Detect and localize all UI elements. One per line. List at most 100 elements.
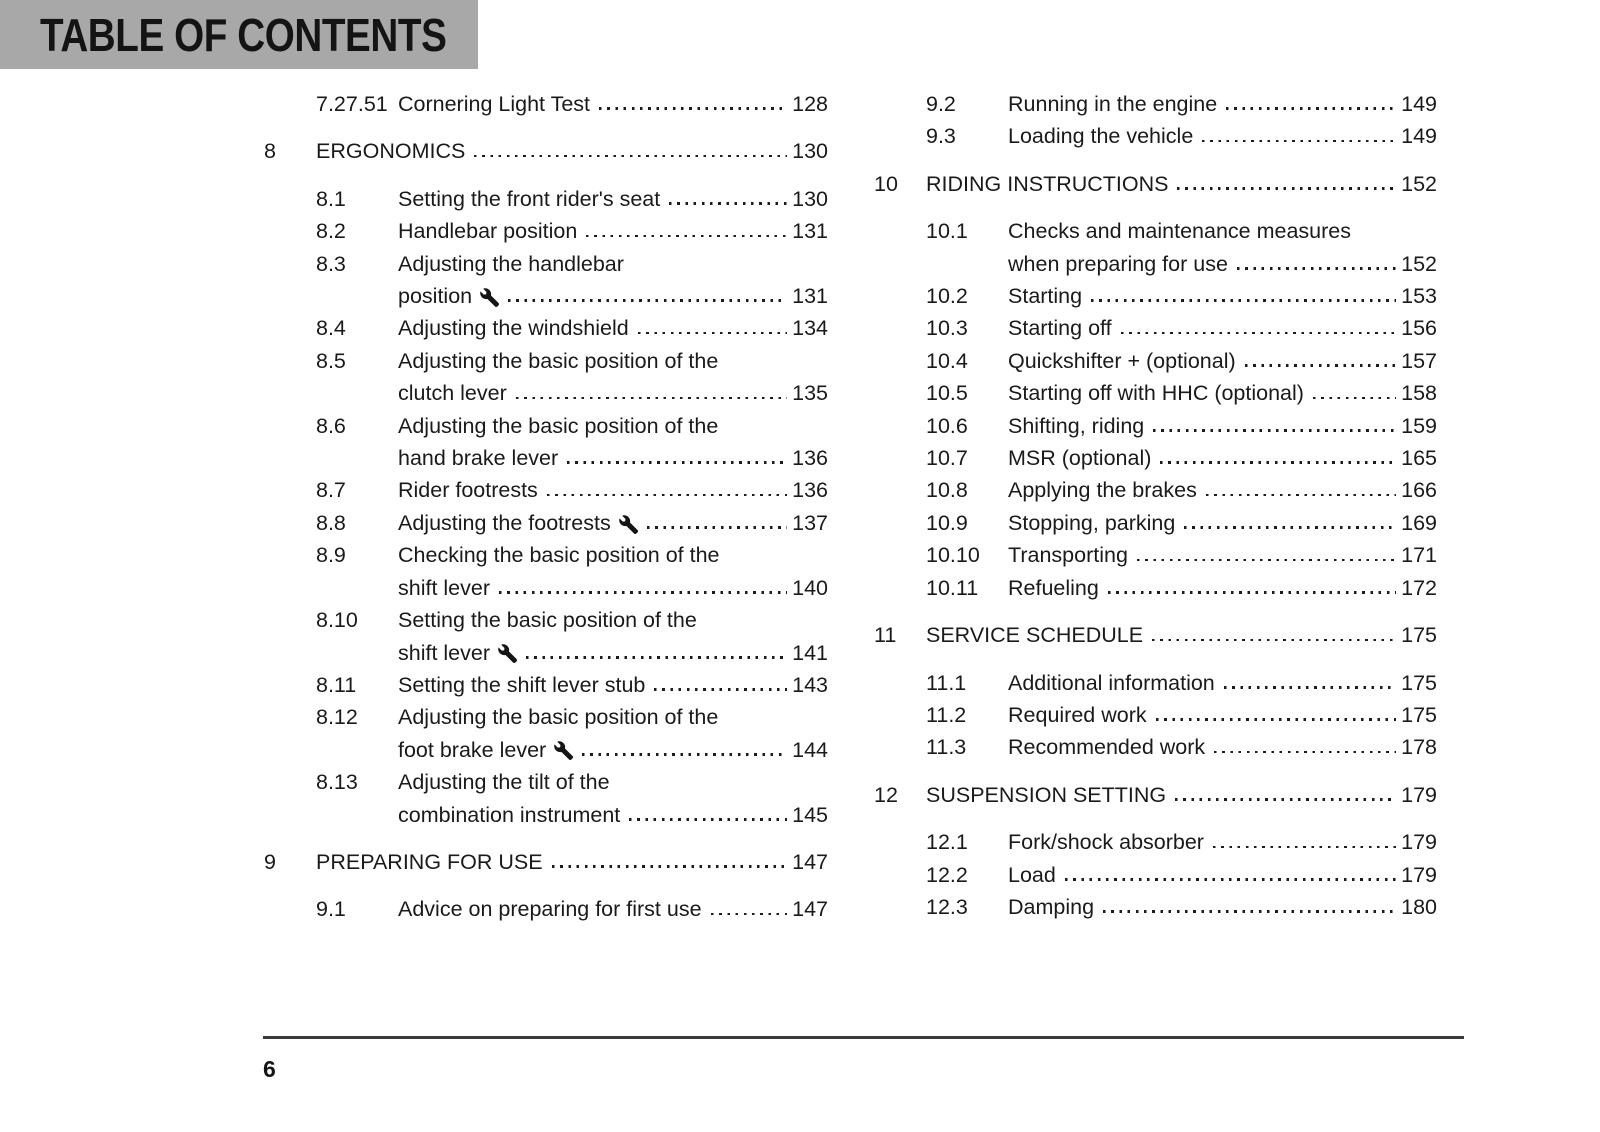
toc-entry-title: Shifting, riding	[1008, 413, 1145, 438]
toc-entry-number: 12.1	[926, 830, 968, 855]
toc-entry-line: SERVICE SCHEDULE 175	[926, 619, 1437, 651]
toc-entry-title: combination instrument	[398, 802, 621, 827]
toc-column-left: 7.27.51 Cornering Light Test 128 8 ERGONOMIC…	[264, 88, 828, 926]
toc-entry-title: Load	[1008, 862, 1056, 887]
toc-entry: 12 SUSPENSION SETTING 179	[874, 779, 1437, 811]
toc-entry-body: Quickshifter + (optional) 157	[1008, 345, 1437, 377]
toc-entry: 9 PREPARING FOR USE 147	[264, 846, 828, 878]
page-ref: 178	[1401, 735, 1437, 760]
page-ref: 149	[1401, 92, 1437, 116]
toc-entry: 8.2 Handlebar position 131	[264, 215, 828, 247]
toc-entry: 8.3 Adjusting the handlebar position 131	[264, 248, 828, 313]
toc-entry: 7.27.51 Cornering Light Test 128	[264, 88, 828, 120]
toc-entry-number: 11	[874, 623, 897, 648]
toc-entry-line: Handlebar position 131	[398, 215, 828, 247]
toc-entry-number: 10.8	[926, 478, 968, 503]
dot-leader	[1158, 444, 1398, 466]
page-ref: 136	[792, 446, 828, 471]
toc-entry-body: Damping 180	[1008, 891, 1437, 923]
dot-leader	[1235, 249, 1398, 271]
wrench-icon	[618, 514, 638, 534]
toc-entry-line: Starting off 156	[1008, 312, 1437, 344]
page-number: 6	[263, 1056, 276, 1082]
page-ref: 152	[1401, 171, 1437, 196]
toc-entry-line: ERGONOMICS 130	[316, 135, 828, 167]
toc-entry-body: PREPARING FOR USE 147	[316, 846, 828, 878]
toc-entry-title: clutch lever	[398, 381, 507, 406]
toc-entry: 8.8 Adjusting the footrests 137	[264, 507, 828, 539]
toc-entry: 8.1 Setting the front rider's seat 130	[264, 183, 828, 215]
toc-entry-line: Applying the brakes 166	[1008, 474, 1437, 506]
dot-leader	[1063, 860, 1398, 882]
toc-entry: 12.1 Fork/shock absorber 179	[874, 826, 1437, 858]
toc-entry-title: position	[398, 284, 473, 309]
toc-entry: 8.4 Adjusting the windshield 134	[264, 312, 828, 344]
page-ref: 156	[1401, 316, 1437, 341]
toc-entry-line: PREPARING FOR USE 147	[316, 846, 828, 878]
toc-entry-body: Applying the brakes 166	[1008, 474, 1437, 506]
toc-entry-number: 8.3	[316, 251, 346, 276]
toc-entry-number: 10.6	[926, 413, 968, 438]
page-ref: 171	[1401, 543, 1437, 568]
toc-entry-body: Recommended work 178	[1008, 731, 1437, 763]
toc-entry: 8.12 Adjusting the basic position of the f…	[264, 701, 828, 766]
toc-entry-number: 7.27.51	[316, 92, 388, 116]
toc-entry-title: Adjusting the basic position of the	[398, 348, 719, 373]
toc-entry-title: SERVICE SCHEDULE	[926, 623, 1144, 648]
toc-entry-line: Adjusting the basic position of the	[398, 345, 828, 377]
page-ref: 145	[792, 802, 828, 827]
toc-entry-line: Additional information 175	[1008, 667, 1437, 699]
toc-entry-body: Adjusting the tilt of the combination ins…	[398, 766, 828, 831]
toc-entry-line: when preparing for use 152	[1008, 248, 1437, 280]
toc-entry-line: Adjusting the basic position of the	[398, 701, 828, 733]
dot-leader	[1224, 90, 1398, 112]
toc-entry-body: Rider footrests 136	[398, 474, 828, 506]
toc-entry-body: Loading the vehicle 149	[1008, 120, 1437, 152]
toc-entry-line: Setting the front rider's seat 130	[398, 183, 828, 215]
toc-entry-line: shift lever 140	[398, 572, 828, 604]
toc-entry-body: Adjusting the windshield 134	[398, 312, 828, 344]
page-ref: 175	[1401, 702, 1437, 727]
toc-entry-number: 8.5	[316, 348, 346, 373]
toc-entry-number: 11.3	[926, 735, 967, 760]
page-ref: 131	[792, 284, 828, 309]
dot-leader	[1173, 780, 1398, 802]
toc-entry-line: shift lever 141	[398, 637, 828, 669]
toc-entry-number: 10.5	[926, 381, 968, 406]
toc-entry-line: Setting the basic position of the	[398, 604, 828, 636]
toc-entry-number: 9	[264, 849, 276, 874]
dot-leader	[514, 379, 789, 401]
toc-entry-line: Required work 175	[1008, 699, 1437, 731]
page-ref: 149	[1401, 124, 1437, 149]
dot-leader	[645, 508, 789, 530]
dot-leader	[1150, 621, 1398, 643]
toc-entry: 8.6 Adjusting the basic position of the ha…	[264, 410, 828, 475]
page-ref: 157	[1401, 348, 1437, 373]
toc-entry: 8.5 Adjusting the basic position of the cl…	[264, 345, 828, 410]
toc-entry-title: MSR (optional)	[1008, 446, 1152, 471]
toc-entry: 10.5 Starting off with HHC (optional) 158	[874, 377, 1437, 409]
toc-entry-title: Fork/shock absorber	[1008, 830, 1204, 855]
page-ref: 179	[1401, 862, 1437, 887]
page-ref: 169	[1401, 510, 1437, 535]
dot-leader	[1212, 733, 1398, 755]
dot-leader	[1119, 314, 1399, 336]
toc-entry: 9.3 Loading the vehicle 149	[874, 120, 1437, 152]
page-ref: 144	[792, 737, 828, 762]
toc-entry-line: Checking the basic position of the	[398, 539, 828, 571]
toc-entry-line: Starting 153	[1008, 280, 1437, 312]
dot-leader	[1222, 668, 1398, 690]
dot-leader	[1135, 541, 1398, 563]
toc-entry-number: 10.1	[926, 219, 968, 244]
toc-entry-body: Stopping, parking 169	[1008, 507, 1437, 539]
toc-entry-body: Required work 175	[1008, 699, 1437, 731]
dot-leader	[580, 735, 789, 757]
page-ref: 141	[792, 640, 828, 665]
toc-entry-number: 9.2	[926, 92, 956, 116]
toc-entry-line: Refueling 172	[1008, 572, 1437, 604]
toc-entry-number: 8.6	[316, 413, 346, 438]
toc-entry: 10.2 Starting 153	[874, 280, 1437, 312]
dot-leader	[597, 90, 789, 112]
page-ref: 130	[792, 186, 828, 211]
page-ref: 180	[1401, 894, 1437, 919]
